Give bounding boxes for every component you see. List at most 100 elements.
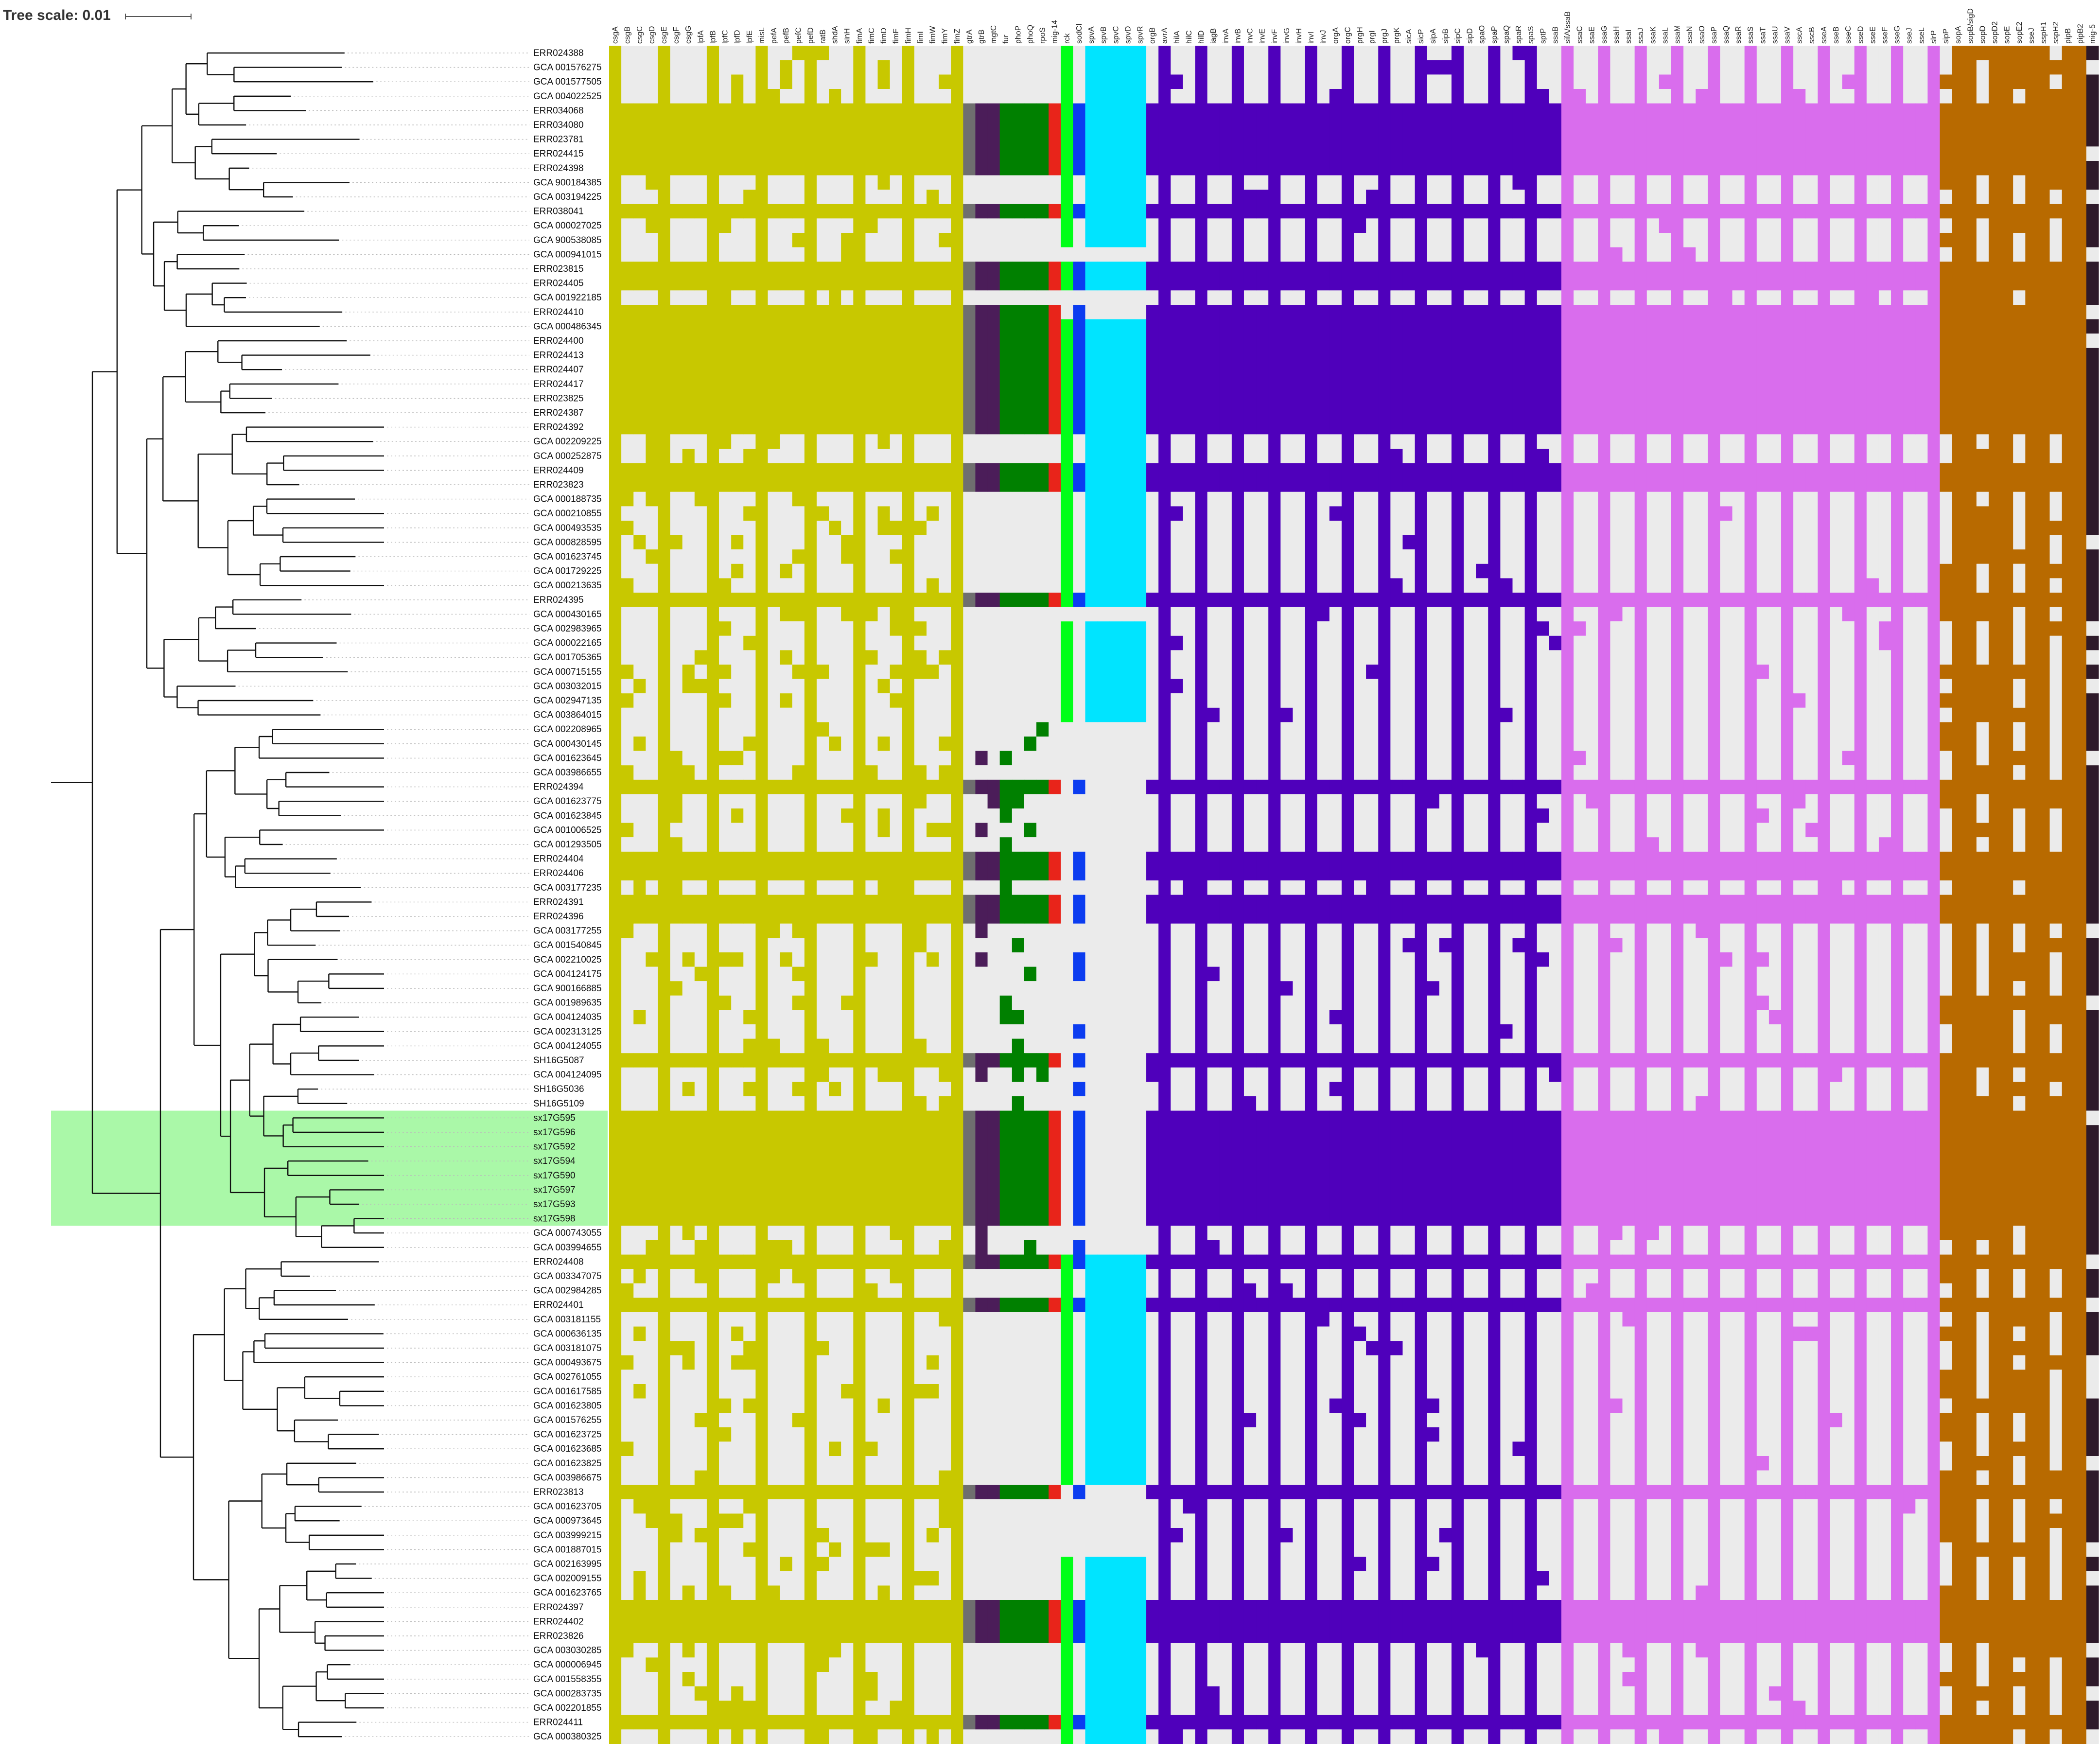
absence-cell xyxy=(1219,175,1232,204)
presence-cell xyxy=(1317,851,1330,880)
absence-cell xyxy=(914,1067,927,1096)
presence-cell xyxy=(1024,305,1037,435)
gene-column xyxy=(829,46,841,1744)
absence-cell xyxy=(975,218,988,262)
absence-cell xyxy=(877,923,891,1054)
presence-cell xyxy=(877,305,891,449)
absence-cell xyxy=(877,751,891,780)
absence-cell xyxy=(939,751,951,766)
gene-label: spvR xyxy=(1137,26,1145,44)
absence-cell xyxy=(719,679,732,694)
presence-cell xyxy=(975,1053,988,1082)
presence-cell xyxy=(621,1441,634,1456)
presence-cell xyxy=(1390,204,1403,219)
absence-cell xyxy=(999,1269,1013,1298)
absence-cell xyxy=(975,1643,988,1715)
absence-cell xyxy=(633,693,646,737)
absence-cell xyxy=(816,1226,829,1255)
presence-cell xyxy=(1024,1053,1037,1068)
presence-cell xyxy=(1793,779,1806,808)
presence-cell xyxy=(1659,779,1672,794)
presence-cell xyxy=(1012,103,1025,176)
presence-cell xyxy=(1537,952,1550,967)
absence-cell xyxy=(1768,794,1782,852)
presence-cell xyxy=(1940,74,1953,89)
presence-cell xyxy=(2013,103,2026,176)
gene-label: sseJ xyxy=(1906,28,1914,44)
presence-cell xyxy=(1427,463,1440,492)
gene-label: csgE xyxy=(660,26,668,44)
absence-cell xyxy=(987,1499,1000,1600)
absence-cell xyxy=(1720,434,1733,463)
absence-cell xyxy=(2049,190,2063,204)
presence-cell xyxy=(1793,1298,1806,1312)
presence-cell xyxy=(1793,1110,1806,1226)
presence-cell xyxy=(646,952,659,967)
absence-cell xyxy=(694,506,707,593)
presence-cell xyxy=(1012,1038,1025,1082)
presence-cell xyxy=(890,851,903,924)
presence-cell xyxy=(1354,103,1366,176)
presence-cell xyxy=(694,593,707,607)
presence-cell xyxy=(1293,1110,1306,1226)
absence-cell xyxy=(890,707,903,780)
absence-cell xyxy=(865,1557,878,1600)
absence-cell xyxy=(1354,1341,1366,1413)
presence-cell xyxy=(1049,103,1061,176)
presence-cell xyxy=(1121,262,1135,291)
presence-cell xyxy=(2013,1298,2026,1327)
presence-cell xyxy=(780,1715,793,1730)
absence-cell xyxy=(1354,1269,1366,1298)
presence-cell xyxy=(1976,1298,1989,1312)
presence-cell xyxy=(1842,1485,1855,1499)
absence-cell xyxy=(1830,1427,1843,1485)
presence-cell xyxy=(1903,262,1916,291)
presence-cell xyxy=(1476,204,1488,219)
absence-cell xyxy=(1171,521,1183,593)
presence-cell xyxy=(682,1715,695,1730)
absence-cell xyxy=(1512,1456,1525,1485)
absence-cell xyxy=(877,46,891,60)
presence-cell xyxy=(1146,1600,1159,1643)
absence-cell xyxy=(841,1312,854,1384)
absence-cell xyxy=(1256,1499,1269,1600)
presence-cell xyxy=(877,1542,891,1557)
taxon-label: GCA 000027025 xyxy=(533,221,602,231)
absence-cell xyxy=(1768,1643,1782,1686)
presence-cell xyxy=(1793,1485,1806,1499)
absence-cell xyxy=(1012,218,1025,262)
absence-cell xyxy=(1073,492,1086,593)
presence-cell xyxy=(1329,779,1342,794)
presence-cell xyxy=(1940,1672,1953,1686)
presence-cell xyxy=(1805,1715,1818,1730)
tree-scale: Tree scale: 0.01 xyxy=(3,7,192,23)
presence-cell xyxy=(1439,1254,1452,1269)
presence-cell xyxy=(1976,1096,1989,1240)
taxon-label: GCA 000493535 xyxy=(533,523,602,533)
absence-cell xyxy=(926,1269,939,1298)
absence-cell xyxy=(1500,1038,1513,1054)
presence-cell xyxy=(780,650,793,665)
presence-cell xyxy=(939,204,951,219)
absence-cell xyxy=(999,1729,1013,1744)
presence-cell xyxy=(1219,1600,1232,1643)
taxon-label: GCA 001540845 xyxy=(533,940,602,950)
presence-cell xyxy=(1280,1600,1294,1643)
absence-cell xyxy=(1427,46,1440,60)
presence-cell xyxy=(914,103,927,176)
absence-cell xyxy=(975,290,988,305)
absence-cell xyxy=(1537,1643,1550,1715)
absence-cell xyxy=(926,880,939,895)
absence-cell xyxy=(1512,1226,1525,1255)
presence-cell xyxy=(1036,262,1049,291)
presence-cell xyxy=(1866,895,1879,924)
absence-cell xyxy=(633,1398,646,1485)
presence-cell xyxy=(1061,46,1073,247)
presence-cell xyxy=(2049,1600,2063,1658)
presence-cell xyxy=(1903,1485,1916,1514)
presence-cell xyxy=(1219,895,1232,924)
absence-cell xyxy=(1354,1067,1366,1111)
presence-cell xyxy=(670,1485,683,1499)
presence-cell xyxy=(1646,204,1660,219)
presence-cell xyxy=(743,1298,756,1312)
